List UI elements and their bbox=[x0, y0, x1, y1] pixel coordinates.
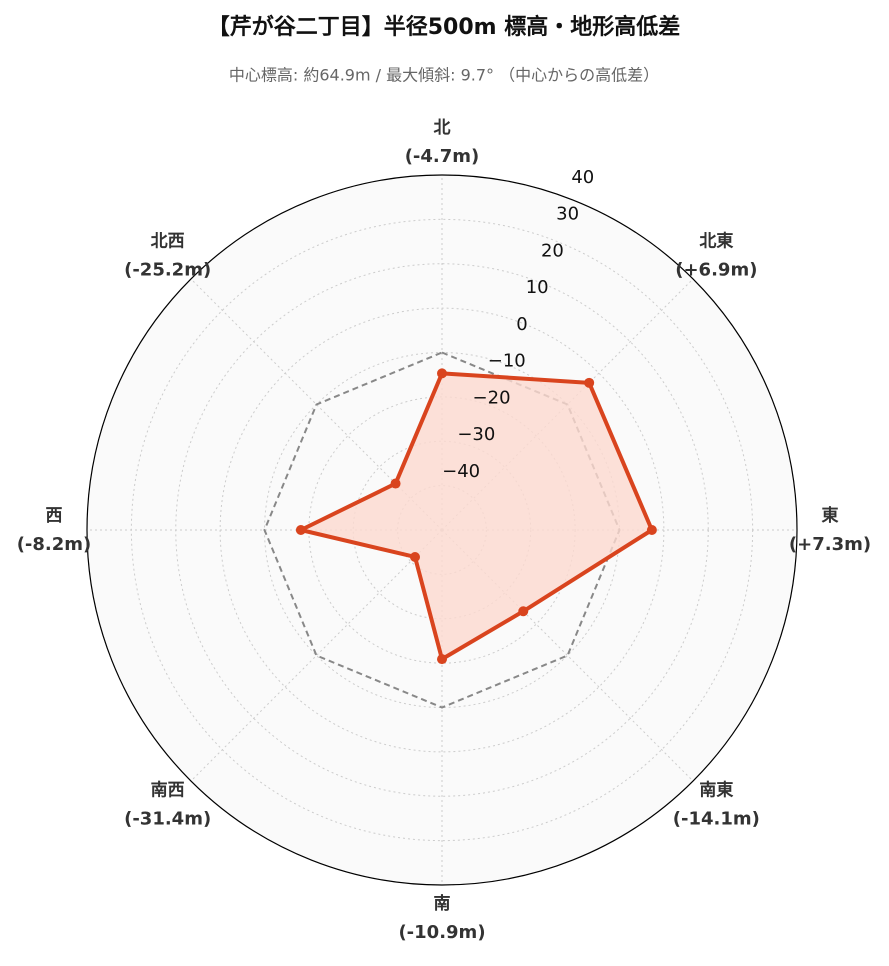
chart-subtitle: 中心標高: 約64.9m / 最大傾斜: 9.7° （中心からの高低差） bbox=[229, 66, 659, 85]
category-label: 北 bbox=[434, 118, 451, 138]
r-tick-label: −10 bbox=[488, 351, 526, 372]
category-value-label: (-8.2m) bbox=[17, 534, 92, 555]
r-tick-label: 0 bbox=[516, 314, 527, 335]
category-value-label: (-10.9m) bbox=[398, 922, 485, 943]
category-value-label: (-31.4m) bbox=[124, 808, 211, 829]
data-point bbox=[391, 479, 401, 489]
r-tick-label: −30 bbox=[457, 424, 495, 445]
category-label: 南 bbox=[434, 893, 451, 914]
category-label: 西 bbox=[46, 506, 63, 526]
data-point bbox=[647, 525, 657, 535]
category-value-label: (-4.7m) bbox=[405, 146, 480, 167]
r-tick-label: −20 bbox=[473, 387, 511, 408]
category-label: 東 bbox=[822, 505, 839, 526]
data-point bbox=[296, 525, 306, 535]
category-label: 南西 bbox=[151, 779, 185, 800]
category-label: 南東 bbox=[699, 779, 733, 800]
category-label: 北西 bbox=[151, 232, 185, 252]
category-value-label: (-14.1m) bbox=[673, 808, 760, 829]
category-value-label: (-25.2m) bbox=[124, 260, 211, 281]
r-tick-label: −40 bbox=[442, 461, 480, 482]
category-value-label: (+6.9m) bbox=[675, 260, 757, 281]
r-tick-label: 20 bbox=[541, 240, 564, 261]
data-point bbox=[437, 368, 447, 378]
r-tick-label: 10 bbox=[526, 277, 549, 298]
data-point bbox=[584, 378, 594, 388]
data-point bbox=[518, 606, 528, 616]
category-label: 北東 bbox=[699, 231, 733, 252]
data-point bbox=[410, 552, 420, 562]
data-point bbox=[437, 654, 447, 664]
r-tick-label: 40 bbox=[571, 167, 594, 188]
r-tick-label: 30 bbox=[556, 204, 579, 225]
category-value-label: (+7.3m) bbox=[789, 534, 871, 555]
chart-title: 【芹が谷二丁目】半径500m 標高・地形高低差 bbox=[208, 14, 681, 40]
